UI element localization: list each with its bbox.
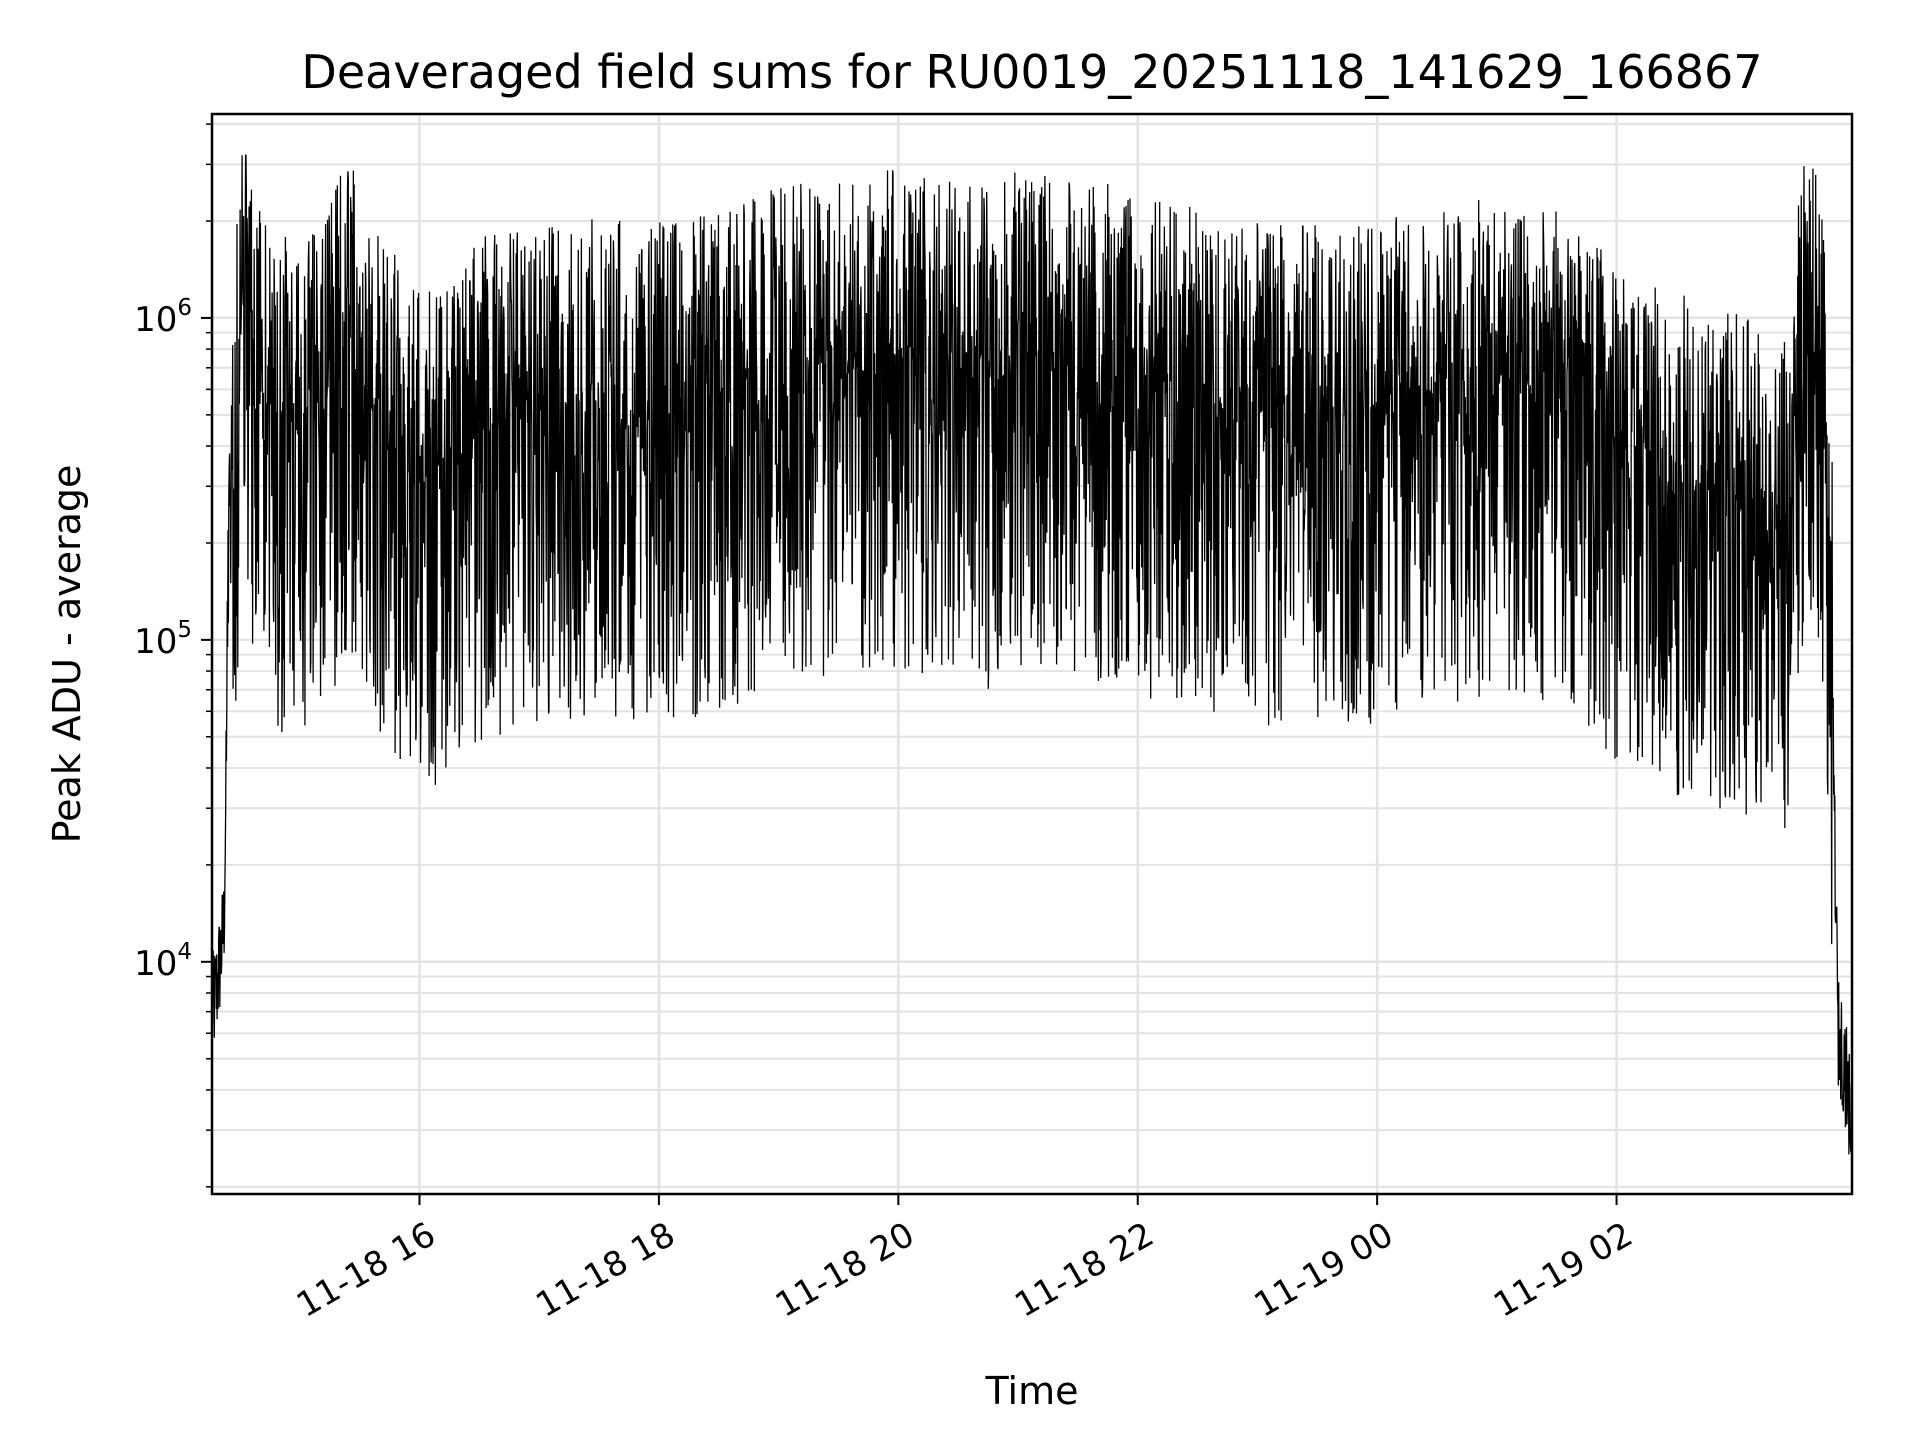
y-tick-label: 105 — [134, 617, 192, 662]
y-tick-label: 104 — [134, 939, 192, 984]
plot-area — [211, 154, 1853, 1165]
x-tick-label: 11-19 00 — [1248, 1215, 1400, 1326]
x-tick-label: 11-18 16 — [290, 1215, 442, 1326]
y-axis-label: Peak ADU - average — [45, 465, 89, 844]
x-tick-label: 11-19 02 — [1487, 1215, 1639, 1326]
x-tick-label: 11-18 18 — [529, 1215, 681, 1326]
x-axis-label: Time — [985, 1369, 1079, 1413]
x-tick-label: 11-18 20 — [769, 1215, 921, 1326]
x-tick-label: 11-18 22 — [1008, 1215, 1160, 1326]
y-tick-label: 106 — [134, 295, 192, 340]
y-axis: 104 105 106 — [134, 123, 212, 1188]
x-axis: 11-18 16 11-18 18 11-18 20 11-18 22 11-19 00… — [290, 1194, 1639, 1326]
series-line — [211, 154, 1853, 1165]
chart-title: Deaveraged field sums for RU0019_2025111… — [301, 45, 1762, 99]
